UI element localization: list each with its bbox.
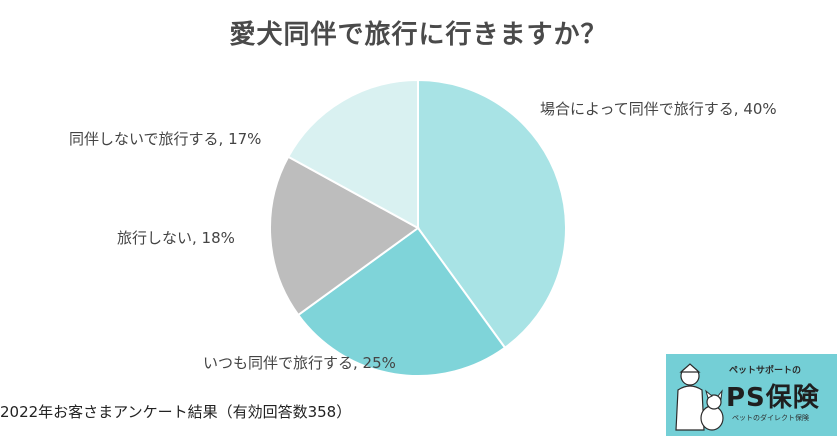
survey-footnote: 2022年お客さまアンケート結果（有効回答数358）	[0, 403, 352, 421]
slice-label-without-dog: 同伴しないで旅行する, 17%	[69, 130, 262, 148]
pie-slice-without-dog	[286, 78, 419, 230]
logo-tagline: ペットサポートの	[729, 366, 802, 376]
logo-name: PS保険	[726, 383, 820, 413]
slice-label-sometimes: 場合によって同伴で旅行する, 40%	[540, 100, 777, 118]
slice-label-always: いつも同伴で旅行する, 25%	[203, 354, 396, 372]
dog-mascot-icon	[675, 363, 724, 431]
logo-subtitle: ペットのダイレクト保険	[732, 414, 809, 422]
ps-insurance-logo: ペットサポートの PS保険 ペットのダイレクト保険	[666, 354, 837, 436]
chart-title: 愛犬同伴で旅行に行きますか？	[229, 20, 608, 50]
slice-label-no-travel: 旅行しない, 18%	[117, 229, 235, 247]
pie-slice-always	[296, 226, 507, 377]
pie-slice-sometimes	[417, 78, 567, 350]
pie-slice-no-travel	[269, 155, 420, 317]
